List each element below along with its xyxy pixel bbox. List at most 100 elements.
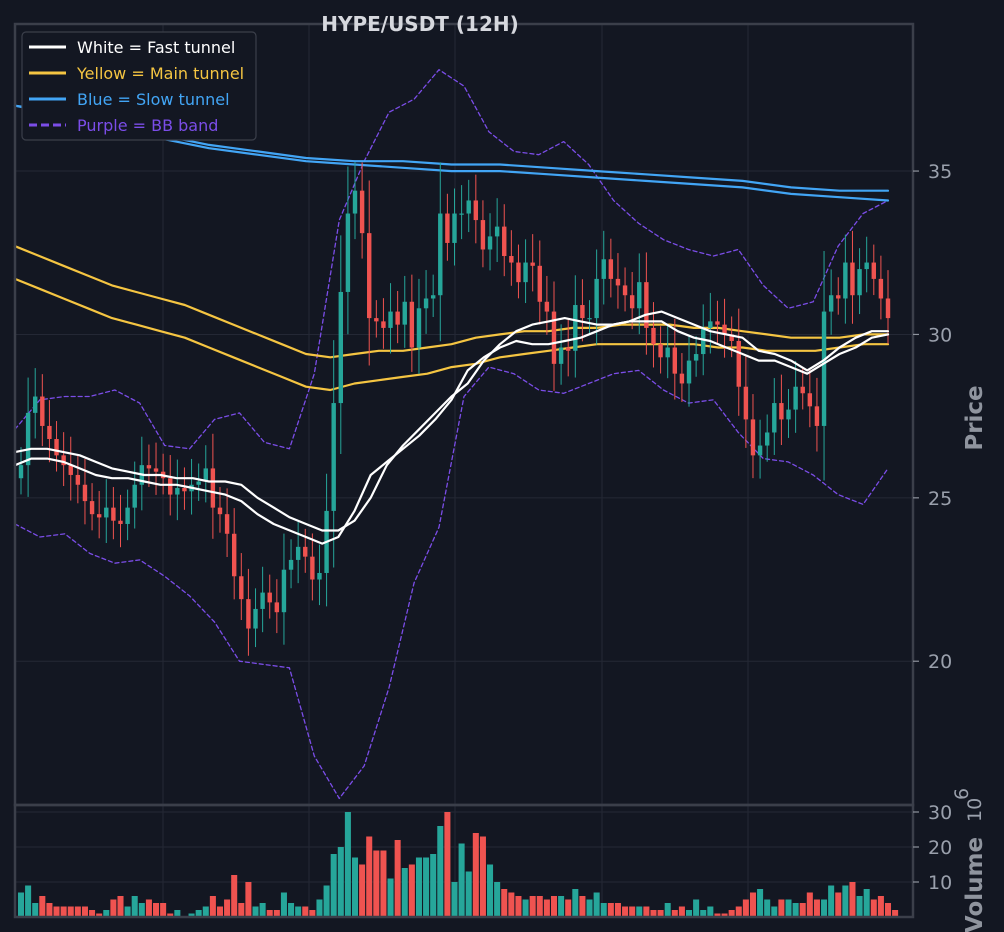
- volume-bar: [46, 903, 53, 917]
- volume-bar: [799, 903, 806, 917]
- candle-body: [828, 295, 834, 312]
- volume-bar: [764, 899, 771, 917]
- volume-bar: [451, 882, 458, 917]
- volume-bar: [622, 906, 629, 917]
- volume-bar: [67, 906, 74, 917]
- candle-body: [317, 572, 322, 580]
- candle-body: [836, 295, 841, 299]
- candle-body: [686, 360, 692, 384]
- volume-bar: [842, 885, 849, 917]
- candle-body: [416, 308, 422, 348]
- candle-body: [452, 213, 457, 243]
- fast-tunnel-upper: [13, 310, 890, 532]
- volume-bar: [344, 812, 351, 917]
- volume-bar: [479, 836, 486, 917]
- candle-body: [18, 465, 24, 479]
- volume-bar: [579, 896, 586, 917]
- legend-label: Blue = Slow tunnel: [77, 90, 230, 109]
- candle-body: [267, 592, 272, 603]
- volume-bar: [714, 913, 721, 917]
- bb-band-upper: [14, 69, 889, 450]
- volume-bar: [117, 896, 124, 917]
- candle-body: [566, 347, 571, 351]
- candle-body: [608, 259, 614, 279]
- candle-body: [260, 592, 265, 609]
- candle-body: [68, 465, 73, 475]
- candle-body: [864, 262, 869, 270]
- volume-bar: [650, 910, 657, 917]
- candle-body: [438, 213, 443, 296]
- candle-body: [388, 311, 393, 328]
- candle-body: [693, 354, 699, 361]
- volume-bar: [693, 899, 700, 917]
- volume-bar: [373, 850, 380, 917]
- candle-body: [509, 256, 514, 263]
- volume-bar: [209, 896, 216, 917]
- candle-body: [637, 282, 642, 309]
- volume-bar: [160, 903, 167, 917]
- volume-bar: [657, 910, 664, 917]
- volume-bar: [494, 882, 501, 917]
- candle-body: [622, 285, 628, 296]
- price-tick-label: 25: [928, 488, 952, 510]
- volume-bar: [707, 906, 714, 917]
- volume-bar: [508, 892, 515, 917]
- fast-tunnel-lines: [13, 310, 890, 545]
- volume-bar: [74, 906, 81, 917]
- candle-body: [544, 301, 550, 312]
- candle-body: [274, 602, 280, 613]
- volume-bar: [401, 868, 408, 917]
- candle-body: [33, 396, 38, 413]
- candle-body: [310, 556, 315, 580]
- volume-bar: [614, 903, 621, 917]
- volume-bar: [81, 906, 88, 917]
- volume-bar: [849, 882, 856, 917]
- candle-body: [878, 278, 884, 299]
- volume-bar: [536, 896, 543, 917]
- candle-body: [651, 327, 656, 345]
- candle-body: [487, 236, 493, 250]
- volume-bar: [487, 864, 494, 917]
- volume-bar: [792, 903, 799, 917]
- candle-body: [182, 488, 187, 492]
- volume-bar: [565, 899, 572, 917]
- candle-body: [715, 321, 720, 325]
- volume-bar: [366, 836, 373, 917]
- candle-body: [331, 403, 336, 511]
- candle-body: [111, 507, 116, 521]
- candle-body: [96, 514, 102, 518]
- candle-body: [594, 278, 599, 319]
- candle-body: [772, 403, 777, 433]
- volume-bar: [323, 885, 330, 917]
- candle-body: [885, 298, 891, 319]
- volume-bar: [671, 910, 678, 917]
- volume-multiplier-exponent: 6: [951, 788, 973, 800]
- candle-body: [224, 514, 230, 534]
- volume-panel-frame: [13, 803, 915, 919]
- candle-body: [644, 282, 649, 328]
- volume-bars: [17, 812, 899, 918]
- volume-bar: [757, 889, 764, 917]
- price-tick-label: 30: [928, 324, 952, 346]
- volume-bar: [884, 903, 892, 917]
- volume-bar: [721, 913, 728, 917]
- chart-title: HYPE/USDT (12H): [321, 12, 519, 36]
- volume-bar: [174, 910, 181, 917]
- volume-multiplier: 10 6: [951, 788, 986, 822]
- candle-body: [757, 445, 763, 456]
- volume-axis-label: Volume: [962, 837, 988, 932]
- volume-bar: [266, 910, 273, 917]
- candle-body: [153, 468, 159, 472]
- volume-bar: [728, 910, 735, 917]
- candle-body: [551, 311, 557, 364]
- candle-body: [381, 321, 386, 328]
- candle-body: [530, 262, 535, 266]
- volume-bar: [110, 899, 117, 917]
- volume-bar: [252, 906, 259, 917]
- volume-bar: [771, 906, 778, 917]
- candle-body: [629, 295, 635, 309]
- volume-bar: [202, 906, 209, 917]
- candle-body: [146, 465, 152, 469]
